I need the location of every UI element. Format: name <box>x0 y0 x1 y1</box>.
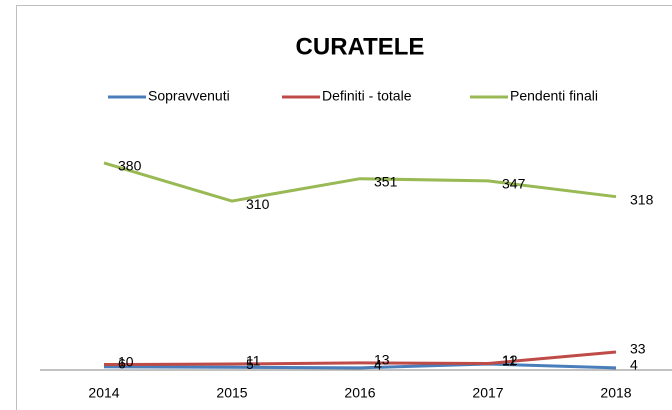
data-label: 4 <box>374 357 382 373</box>
data-label: 6 <box>118 355 126 371</box>
x-tick-label: 2017 <box>472 385 503 401</box>
data-label: 33 <box>630 341 646 357</box>
data-label: 13 <box>374 352 390 368</box>
chart-border <box>16 5 672 410</box>
x-tick-label: 2015 <box>216 385 247 401</box>
legend-label: Definiti - totale <box>322 88 412 104</box>
data-label: 12 <box>502 352 518 368</box>
data-label: 11 <box>502 353 517 369</box>
data-label: 318 <box>630 191 654 207</box>
data-label: 351 <box>374 173 398 189</box>
x-tick-label: 2018 <box>600 385 631 401</box>
data-label: 4 <box>630 357 638 373</box>
series-line <box>103 161 617 203</box>
data-label: 10 <box>118 353 134 369</box>
legend-label: Sopravvenuti <box>148 88 230 104</box>
data-label: 310 <box>246 196 270 212</box>
x-tick-label: 2016 <box>344 385 375 401</box>
series-line <box>103 350 617 367</box>
data-label: 347 <box>502 176 526 192</box>
chart-title: CURATELE <box>296 33 425 60</box>
series-line <box>103 362 617 370</box>
data-label: 380 <box>118 158 142 174</box>
data-label: 5 <box>246 356 254 372</box>
data-label: 11 <box>246 353 261 369</box>
x-tick-label: 2014 <box>88 385 119 401</box>
legend-label: Pendenti finali <box>510 88 598 104</box>
